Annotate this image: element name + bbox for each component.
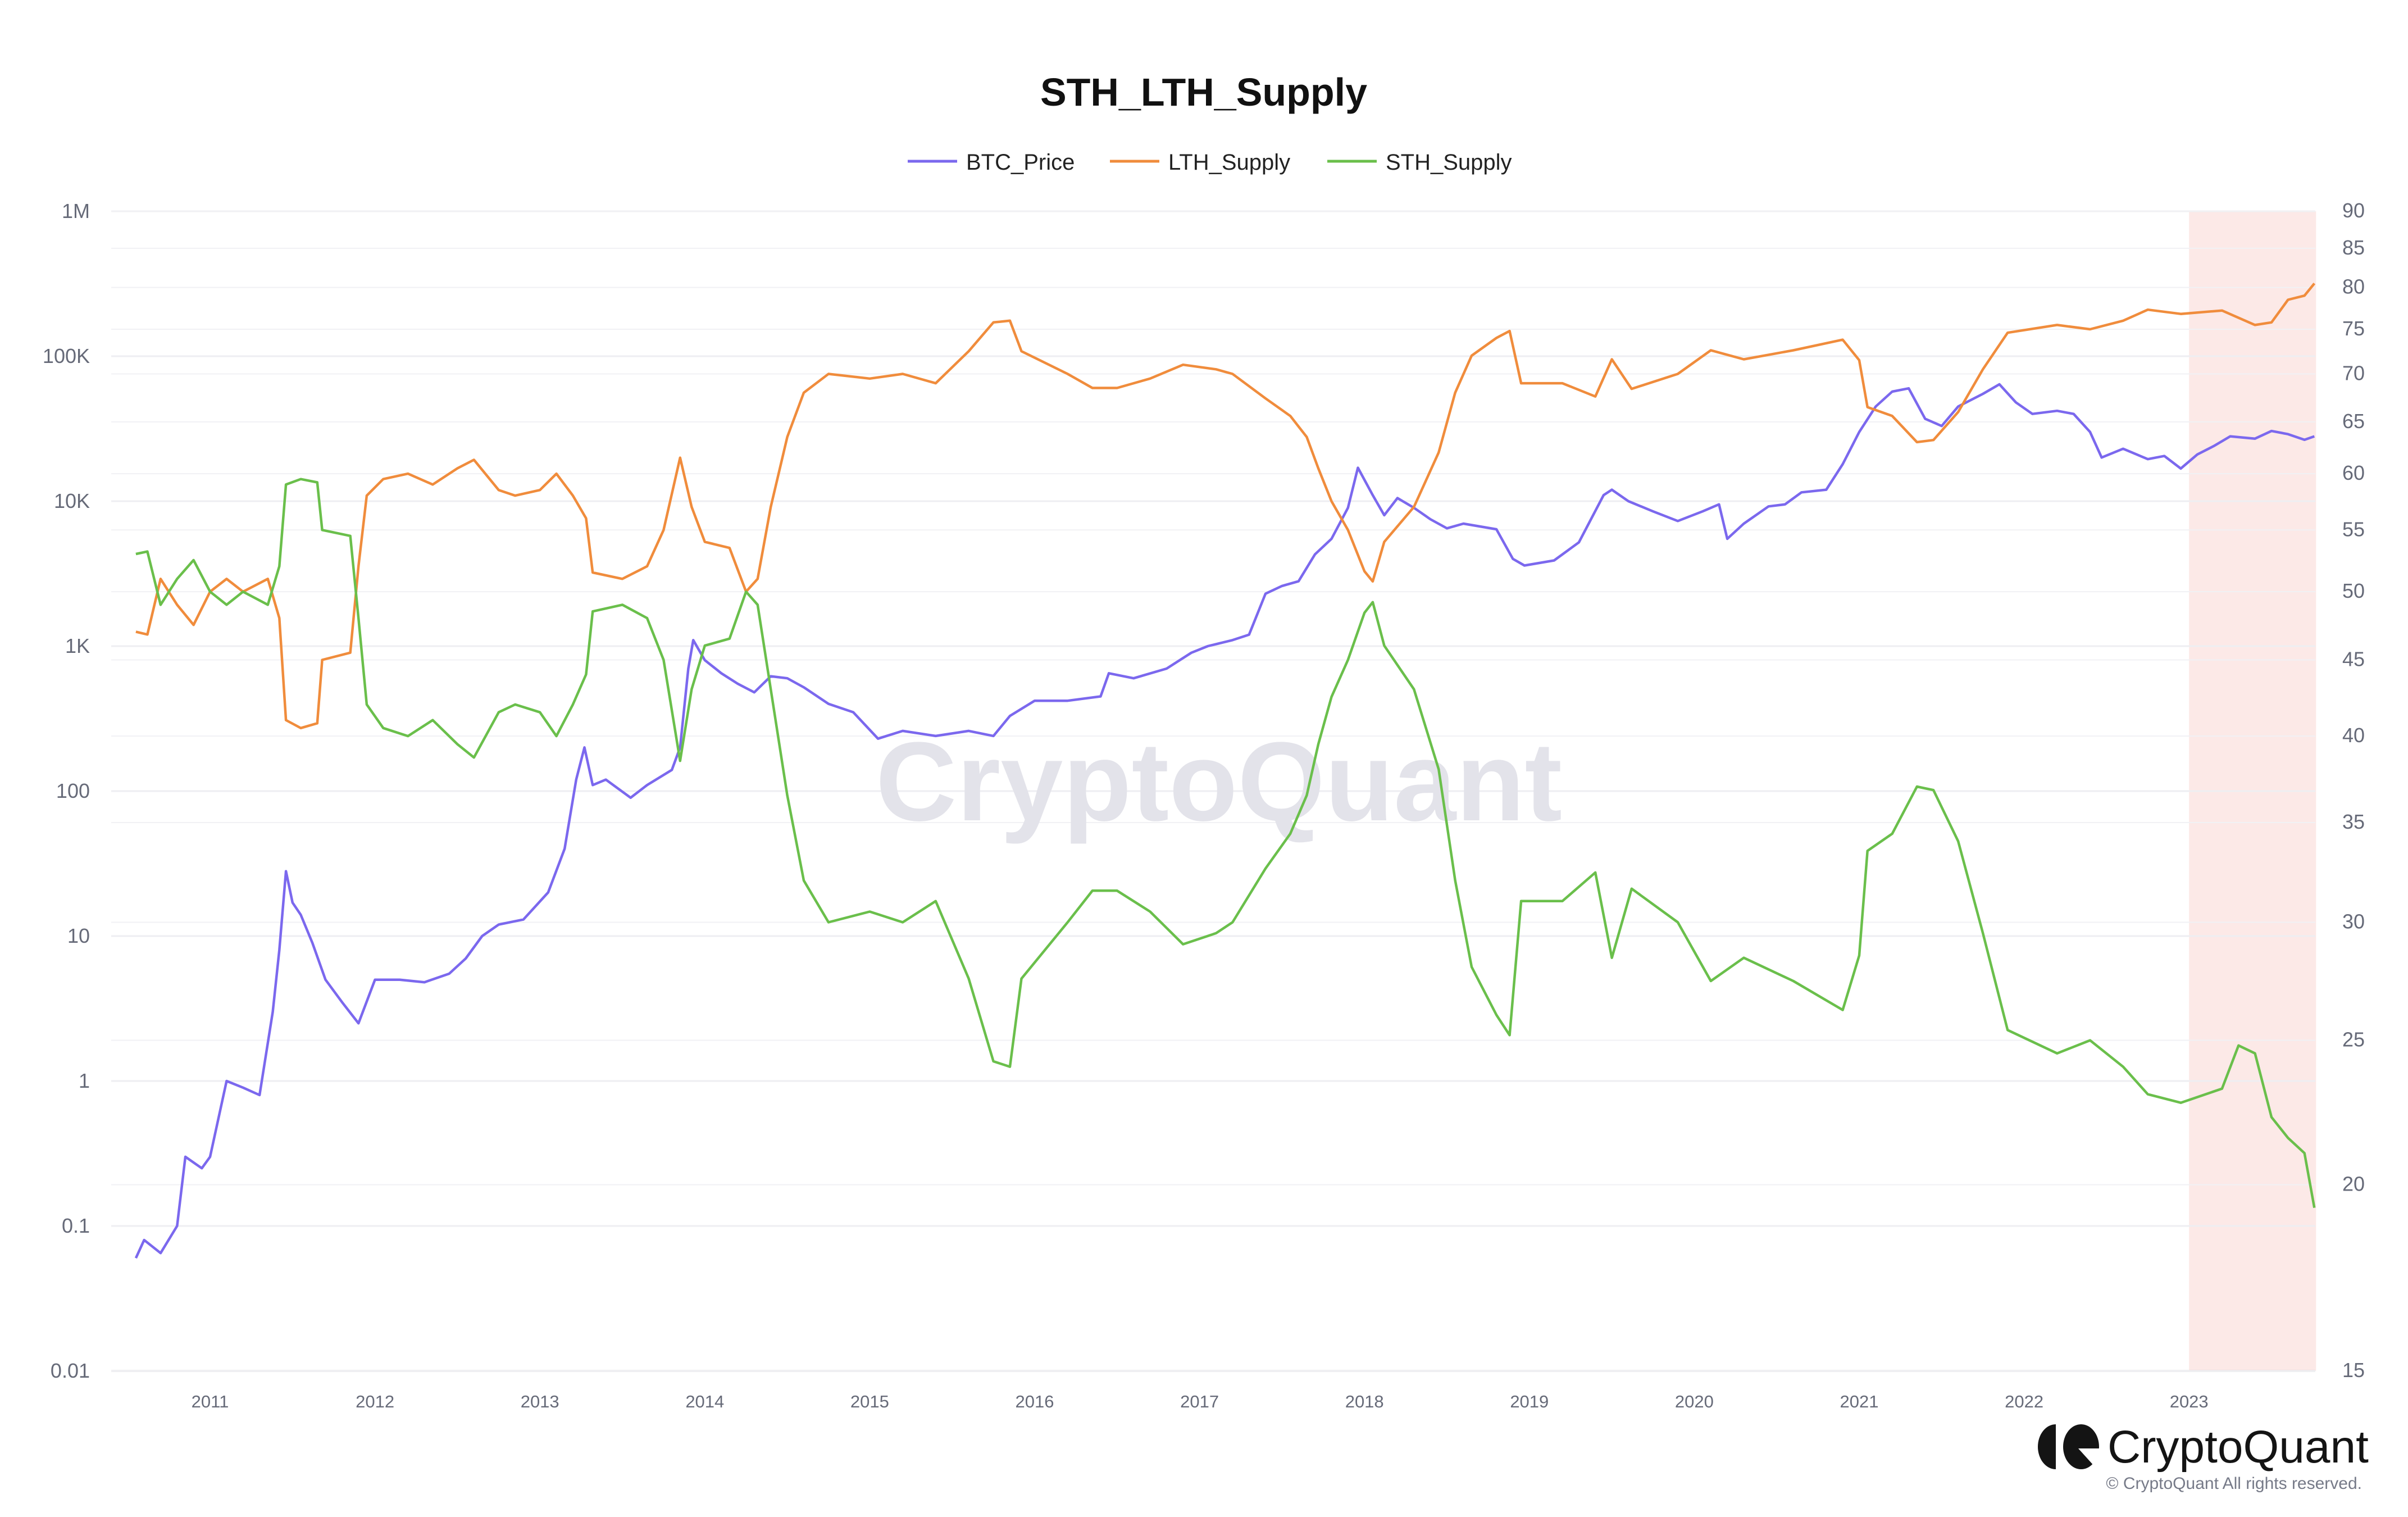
y-right-tick-label: 90 bbox=[2342, 199, 2365, 222]
watermark: CryptoQuant bbox=[876, 719, 1562, 844]
grid bbox=[111, 210, 2315, 1372]
cryptoquant-logo: CryptoQuant bbox=[2038, 1421, 2369, 1473]
y-left-tick-label: 100K bbox=[43, 344, 90, 367]
x-axis: 2011 2012 2013 2014 2015 2016 2017 2018 2019 2020… bbox=[192, 1392, 2209, 1411]
series-layer bbox=[134, 283, 2316, 1259]
y-right-tick-label: 15 bbox=[2342, 1359, 2365, 1382]
x-tick-label: 2014 bbox=[685, 1392, 724, 1411]
y-right-tick-label: 80 bbox=[2342, 275, 2365, 298]
y-right-tick-label: 50 bbox=[2342, 579, 2365, 602]
y-left-tick-label: 0.1 bbox=[62, 1214, 90, 1237]
legend: BTC_Price LTH_Supply STH_Supply bbox=[908, 150, 1512, 175]
chart-title: STH_LTH_Supply bbox=[1040, 70, 1367, 114]
y-right-tick-label: 70 bbox=[2342, 361, 2365, 384]
x-tick-label: 2022 bbox=[2005, 1392, 2043, 1411]
x-tick-label: 2017 bbox=[1180, 1392, 1219, 1411]
legend-label: LTH_Supply bbox=[1168, 150, 1290, 175]
y-right-tick-label: 20 bbox=[2342, 1173, 2365, 1196]
y-right-tick-label: 60 bbox=[2342, 461, 2365, 484]
cryptoquant-logo-icon bbox=[2038, 1424, 2100, 1472]
x-tick-label: 2015 bbox=[850, 1392, 889, 1411]
x-tick-label: 2021 bbox=[1840, 1392, 1879, 1411]
y-right-tick-label: 65 bbox=[2342, 410, 2365, 433]
y-right-tick-label: 55 bbox=[2342, 517, 2365, 541]
series-line-sth-supply bbox=[135, 478, 2316, 1209]
y-left-tick-label: 100 bbox=[56, 779, 90, 802]
legend-label: STH_Supply bbox=[1386, 150, 1512, 175]
y-left-tick-label: 10 bbox=[67, 924, 90, 947]
y-left-tick-label: 10K bbox=[54, 489, 90, 512]
x-tick-label: 2011 bbox=[192, 1392, 229, 1411]
y-right-tick-label: 75 bbox=[2342, 317, 2365, 340]
y-right-tick-label: 25 bbox=[2342, 1028, 2365, 1051]
copyright: © CryptoQuant All rights reserved. bbox=[2106, 1474, 2362, 1493]
y-right-tick-label: 45 bbox=[2342, 647, 2365, 670]
legend-item-sth-supply[interactable]: STH_Supply bbox=[1327, 150, 1512, 175]
logo-text: CryptoQuant bbox=[2107, 1421, 2369, 1473]
series-line-btc-price bbox=[134, 383, 2315, 1259]
y-left-tick-label: 0.01 bbox=[51, 1359, 90, 1382]
series-line-lth-supply bbox=[135, 283, 2316, 730]
legend-item-btc-price[interactable]: BTC_Price bbox=[908, 150, 1075, 175]
legend-item-lth-supply[interactable]: LTH_Supply bbox=[1110, 150, 1290, 175]
y-axis-left: 1M 100K 10K 1K 100 10 1 0.1 0.01 bbox=[43, 199, 90, 1382]
y-right-tick-label: 40 bbox=[2342, 724, 2365, 747]
y-right-tick-label: 35 bbox=[2342, 810, 2365, 833]
x-tick-label: 2012 bbox=[356, 1392, 394, 1411]
y-left-tick-label: 1K bbox=[65, 634, 90, 657]
x-tick-label: 2013 bbox=[521, 1392, 559, 1411]
x-tick-label: 2020 bbox=[1675, 1392, 1714, 1411]
y-left-tick-label: 1 bbox=[79, 1069, 90, 1092]
y-left-tick-label: 1M bbox=[62, 199, 90, 222]
x-tick-label: 2023 bbox=[2170, 1392, 2209, 1411]
y-right-tick-label: 30 bbox=[2342, 910, 2365, 933]
x-tick-label: 2018 bbox=[1345, 1392, 1384, 1411]
y-axis-right: 90 85 80 75 70 65 60 55 50 45 40 35 30 25 20 15 bbox=[2342, 199, 2365, 1382]
x-tick-label: 2016 bbox=[1016, 1392, 1054, 1411]
x-tick-label: 2019 bbox=[1510, 1392, 1549, 1411]
y-right-tick-label: 85 bbox=[2342, 236, 2365, 259]
legend-label: BTC_Price bbox=[966, 150, 1075, 175]
